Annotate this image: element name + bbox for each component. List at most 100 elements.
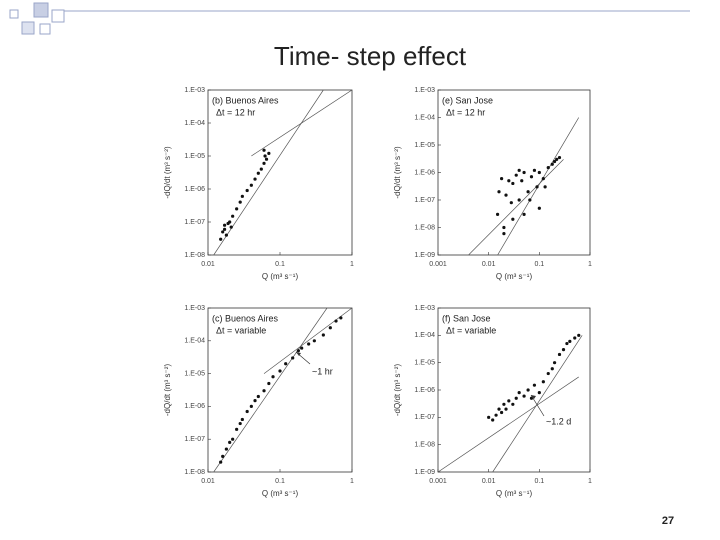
y-tick-label: 1.E-06 (184, 186, 205, 193)
y-axis-label: -dQ/dt (m³ s⁻²) (163, 146, 172, 199)
arrow-head (531, 395, 536, 399)
data-point (517, 168, 521, 172)
chart-panel: 1.E-08 1.E-07 1.E-06 1.E-05 1.E-04 1.E-03 0.01… (163, 305, 354, 498)
data-point (263, 154, 267, 158)
y-tick-label: 1.E-03 (414, 305, 435, 312)
data-point (502, 402, 506, 406)
data-point (546, 166, 550, 170)
annotation: ~1 hr (312, 366, 333, 376)
annotation: ~1.2 d (546, 416, 571, 426)
fit-line (438, 376, 579, 472)
data-point (502, 232, 506, 236)
data-point (537, 170, 541, 175)
data-point (504, 193, 508, 197)
data-point (557, 352, 562, 357)
data-point (500, 410, 504, 415)
data-point (557, 155, 562, 160)
data-point (339, 316, 343, 320)
data-point (497, 407, 501, 411)
x-tick-label: 0.1 (534, 261, 544, 268)
data-point (494, 413, 498, 417)
y-tick-label: 1.E-04 (184, 338, 205, 345)
y-tick-label: 1.E-04 (414, 332, 435, 339)
data-point (532, 383, 537, 387)
data-point (231, 214, 235, 218)
data-point (221, 230, 225, 234)
data-point (504, 407, 508, 411)
y-tick-label: 1.E-08 (184, 252, 205, 259)
y-tick-label: 1.E-08 (414, 442, 435, 449)
y-tick-label: 1.E-04 (414, 114, 435, 121)
data-point (568, 339, 572, 343)
panel-label: (b) Buenos Aires (212, 95, 279, 105)
x-tick-label: 0.1 (534, 478, 544, 485)
y-tick-label: 1.E-03 (184, 87, 205, 94)
data-point (245, 409, 249, 414)
x-tick-label: 0.01 (482, 261, 496, 268)
data-point (278, 369, 282, 373)
data-point (264, 157, 269, 161)
data-point (535, 185, 539, 189)
y-tick-label: 1.E-05 (184, 370, 205, 377)
slide-title: Time- step effect (274, 41, 467, 71)
y-tick-label: 1.E-07 (184, 436, 205, 443)
data-point (224, 233, 228, 237)
data-point (552, 361, 557, 365)
data-point (522, 170, 526, 175)
chart-panel: 1.E-09 1.E-08 1.E-07 1.E-06 1.E-05 1.E-04 1.E-… (393, 87, 592, 281)
data-point (219, 237, 223, 241)
data-point (328, 326, 332, 330)
data-point (497, 190, 501, 194)
y-tick-label: 1.E-05 (414, 360, 435, 367)
y-tick-label: 1.E-03 (184, 305, 205, 312)
data-point (224, 447, 228, 451)
data-point (271, 375, 275, 379)
data-point (526, 190, 530, 194)
data-point (240, 417, 244, 422)
data-point (228, 440, 232, 444)
data-point (500, 177, 504, 181)
chart-panel: 1.E-08 1.E-07 1.E-06 1.E-05 1.E-04 1.E-03 0.01… (163, 87, 354, 281)
data-point (511, 181, 515, 186)
y-tick-label: 1.E-06 (414, 169, 435, 176)
fit-line (468, 159, 564, 255)
y-tick-label: 1.E-06 (414, 387, 435, 394)
y-tick-label: 1.E-03 (414, 87, 435, 94)
data-point (577, 333, 581, 337)
y-tick-label: 1.E-09 (414, 469, 435, 476)
data-point (253, 177, 257, 181)
data-point (565, 341, 569, 346)
data-point (262, 148, 266, 152)
fit-line (251, 90, 352, 157)
x-axis-label: Q (m³ s⁻¹) (496, 272, 533, 281)
data-point (245, 188, 249, 193)
x-tick-label: 0.01 (201, 261, 215, 268)
data-point (546, 371, 550, 376)
data-point (221, 454, 225, 458)
data-point (550, 162, 554, 166)
data-point (321, 333, 325, 337)
x-tick-label: 0.1 (275, 261, 285, 268)
panel-label: (f) San Jose (442, 313, 491, 323)
chart-panel: 1.E-09 1.E-08 1.E-07 1.E-06 1.E-05 1.E-04 1.E-… (393, 305, 592, 498)
data-point (262, 389, 266, 393)
x-tick-label: 1 (588, 478, 592, 485)
data-point (502, 225, 506, 230)
data-point (235, 207, 239, 211)
data-point (541, 380, 545, 384)
data-point (307, 342, 311, 346)
y-axis-label: -dQ/dt (m³ s⁻²) (393, 146, 402, 199)
fit-line (213, 308, 328, 472)
data-point (509, 201, 513, 205)
y-tick-label: 1.E-07 (414, 414, 435, 421)
data-point (511, 402, 515, 406)
data-point (235, 427, 239, 431)
data-point (238, 421, 242, 426)
x-tick-label: 0.01 (482, 478, 496, 485)
y-tick-label: 1.E-07 (414, 197, 435, 204)
data-point (532, 168, 537, 172)
y-tick-label: 1.E-05 (184, 153, 205, 160)
data-point (291, 356, 295, 360)
panel-label: (c) Buenos Aires (212, 313, 279, 323)
data-point (528, 198, 532, 202)
